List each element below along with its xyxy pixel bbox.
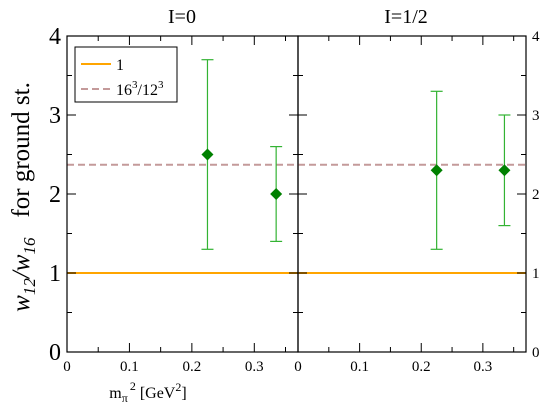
y-tick-label: 3: [532, 108, 540, 124]
y-tick-label: 4: [532, 29, 540, 45]
x-tick-label: 0.2: [182, 359, 201, 375]
x-tick-label: 0: [294, 359, 302, 375]
y-tick-label: 1: [49, 261, 61, 287]
panel-i12: 0 0.1 0.2 0.3 0 1 2 3 4: [294, 29, 540, 375]
panel-i0: 0 0.1 0.2 0.3 0 1 2 3 4: [49, 24, 299, 375]
y-tick-label: 2: [532, 187, 540, 203]
legend-label-solid: 1: [116, 57, 124, 74]
y-tick-label: 4: [49, 24, 61, 50]
x-tick-label: 0: [63, 359, 71, 375]
data-point-diamond: [201, 148, 214, 161]
y-tick-label: 0: [49, 340, 61, 366]
y-tick-label: 3: [49, 103, 61, 129]
legend: 1 163/123: [74, 46, 178, 103]
data-point-diamond: [270, 188, 283, 200]
x-tick-label: 0.1: [350, 359, 369, 375]
y-tick-label: 0: [532, 345, 540, 361]
y-tick-label: 2: [49, 182, 61, 208]
data-point-diamond: [498, 164, 511, 177]
legend-label-dashed: 163/123: [116, 79, 164, 99]
panel-title-i12: I=1/2: [384, 6, 428, 28]
x-tick-label: 0.3: [245, 359, 264, 375]
x-tick-label: 0.3: [473, 359, 492, 375]
panel-frame: [297, 35, 527, 353]
legend-box: [74, 46, 178, 103]
panel-title-i0: I=0: [168, 6, 196, 28]
y-tick-label: 1: [532, 266, 540, 282]
x-axis-label: mπ2 [GeV2]: [109, 379, 186, 405]
x-tick-label: 0.2: [412, 359, 431, 375]
data-point-diamond: [430, 164, 443, 177]
y-axis-label: w12/w16for ground st.: [8, 82, 39, 312]
x-tick-label: 0.1: [120, 359, 139, 375]
